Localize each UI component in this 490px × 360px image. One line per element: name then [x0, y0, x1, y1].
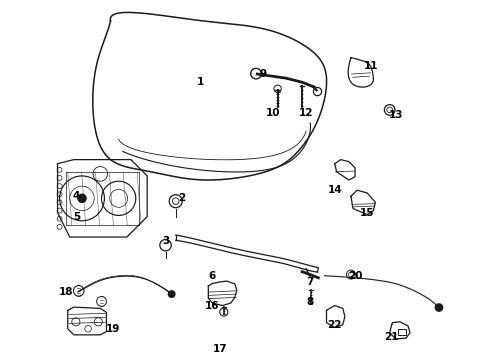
- Circle shape: [169, 291, 175, 297]
- Text: 13: 13: [389, 110, 403, 120]
- Text: 10: 10: [266, 108, 281, 118]
- Circle shape: [435, 304, 442, 311]
- Text: 2: 2: [178, 193, 185, 203]
- Text: 22: 22: [327, 320, 342, 330]
- Circle shape: [78, 194, 86, 202]
- Text: 18: 18: [58, 287, 73, 297]
- Text: 4: 4: [72, 191, 79, 201]
- Text: 11: 11: [364, 61, 379, 71]
- Text: 16: 16: [205, 301, 220, 311]
- Text: 20: 20: [348, 271, 362, 281]
- Text: 12: 12: [299, 108, 314, 118]
- Text: 6: 6: [209, 271, 216, 281]
- Text: 5: 5: [74, 212, 81, 222]
- Text: 19: 19: [105, 324, 120, 334]
- Text: 1: 1: [196, 77, 204, 87]
- Text: 3: 3: [162, 236, 169, 246]
- Text: 8: 8: [307, 297, 314, 307]
- Text: 7: 7: [307, 277, 314, 287]
- Text: 21: 21: [385, 332, 399, 342]
- Text: 15: 15: [360, 208, 374, 217]
- Text: 17: 17: [213, 344, 228, 354]
- Text: 14: 14: [327, 185, 342, 195]
- Text: 9: 9: [260, 69, 267, 79]
